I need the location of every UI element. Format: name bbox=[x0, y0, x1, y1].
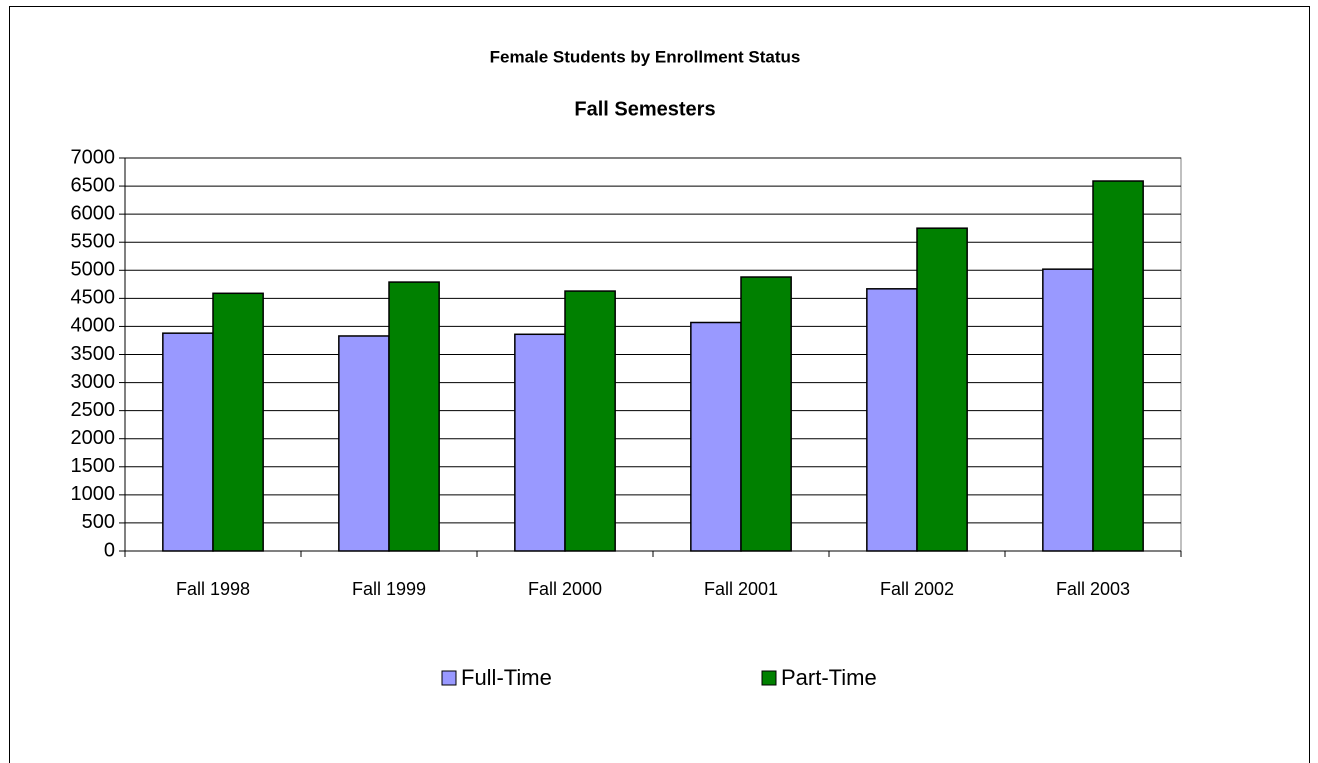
y-tick-label: 6000 bbox=[71, 202, 116, 224]
x-tick-label: Fall 1999 bbox=[352, 579, 426, 599]
bar bbox=[916, 227, 968, 552]
y-tick-label: 0 bbox=[104, 539, 115, 561]
x-tick-label: Fall 2001 bbox=[704, 579, 778, 599]
y-tick-label: 2500 bbox=[71, 399, 116, 421]
bar bbox=[212, 292, 264, 552]
y-tick-label: 6500 bbox=[71, 174, 116, 196]
bar bbox=[388, 281, 440, 552]
y-tick-label: 5500 bbox=[71, 230, 116, 252]
y-tick-label: 4500 bbox=[71, 287, 116, 309]
legend-label: Part-Time bbox=[781, 665, 877, 690]
bar bbox=[514, 333, 566, 552]
y-tick-label: 3500 bbox=[71, 343, 116, 365]
legend-swatch bbox=[441, 670, 457, 686]
y-tick-label: 7000 bbox=[71, 146, 116, 168]
chart-subtitle: Fall Semesters bbox=[574, 98, 715, 120]
bar bbox=[564, 290, 616, 552]
bar bbox=[740, 276, 792, 552]
chart-title: Female Students by Enrollment Status bbox=[490, 47, 801, 66]
bar bbox=[1092, 180, 1144, 552]
x-tick-label: Fall 2003 bbox=[1056, 579, 1130, 599]
x-tick-label: Fall 1998 bbox=[176, 579, 250, 599]
bar bbox=[1042, 268, 1094, 552]
y-tick-label: 3000 bbox=[71, 371, 116, 393]
bar bbox=[866, 288, 918, 552]
y-tick-label: 4000 bbox=[71, 315, 116, 337]
bar bbox=[338, 335, 390, 552]
legend-label: Full-Time bbox=[461, 665, 552, 690]
y-tick-label: 2000 bbox=[71, 427, 116, 449]
legend-swatch bbox=[761, 670, 777, 686]
bar bbox=[690, 321, 742, 552]
y-tick-label: 1000 bbox=[71, 483, 116, 505]
bar bbox=[162, 332, 214, 552]
x-tick-label: Fall 2002 bbox=[880, 579, 954, 599]
x-tick-label: Fall 2000 bbox=[528, 579, 602, 599]
y-tick-label: 5000 bbox=[71, 259, 116, 281]
y-tick-label: 1500 bbox=[71, 455, 116, 477]
y-tick-label: 500 bbox=[82, 511, 115, 533]
